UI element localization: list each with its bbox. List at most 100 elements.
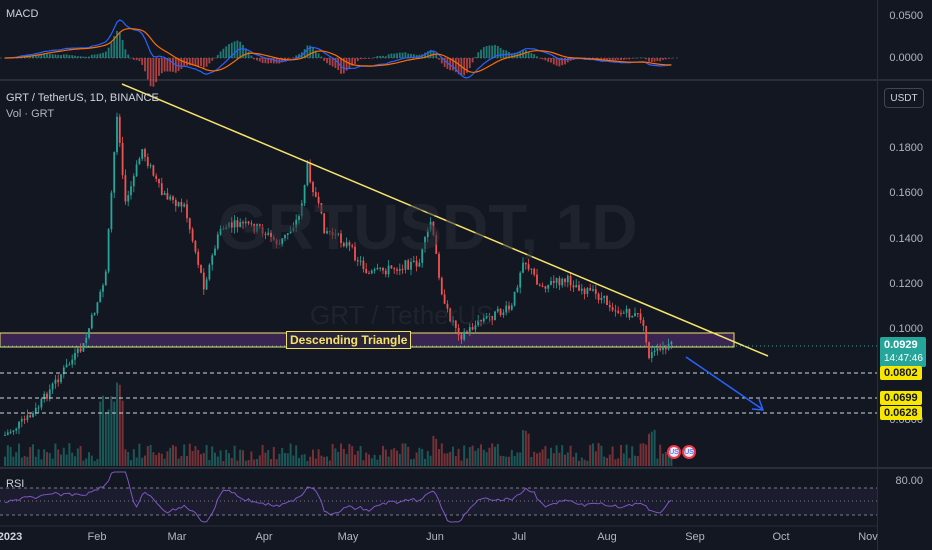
current-price-badge[interactable]: 0.0929 14:47:46 [880,337,926,367]
candle [645,325,648,348]
macd-title[interactable]: MACD [6,8,39,20]
volume-bar [603,456,606,466]
candle [200,264,202,274]
macd-bar [326,58,328,64]
symbol-title[interactable]: GRT / TetherUS, 1D, BINANCE [6,92,159,104]
macd-bar [68,55,71,58]
candle [600,292,603,304]
candle [653,346,656,357]
macd-bar [480,49,482,58]
candle [552,275,555,289]
volume-bar [295,445,298,466]
volume-bar [558,452,561,466]
candle [611,302,614,312]
volume-bar [438,449,440,466]
macd-bar [244,48,247,58]
macd-bar [188,58,191,66]
volume-bar [589,445,592,466]
candle [617,306,620,315]
candle [317,192,320,209]
macd-bar [527,51,530,58]
candle [494,310,496,321]
macd-bar [541,58,544,60]
volume-bar [174,446,177,466]
rsi-title[interactable]: RSI [6,478,25,490]
volume-bar [446,453,449,466]
candle [382,267,384,275]
volume-bar [40,459,43,466]
macd-bar [603,58,606,60]
candle [636,313,639,318]
candle [477,315,480,328]
candle [208,263,211,281]
macd-bar [628,58,631,60]
macd-bar [200,58,202,67]
volume-bar [382,445,384,466]
macd-bar [407,53,410,58]
currency-button[interactable]: USDT [884,88,924,108]
candle [670,340,673,350]
candle [284,234,286,242]
macd-bar [130,57,132,59]
volume-bar [183,444,186,466]
candle [261,223,264,237]
volume-bar [132,449,135,466]
volume-bar [272,446,275,466]
price-axis[interactable]: 0.0500 0.0000 USDT 0.1800 0.1600 0.1400 … [877,0,932,550]
projection-arrow[interactable] [685,356,765,411]
volume-bar [264,452,267,466]
volume-bar [452,446,454,466]
macd-bar [79,56,82,58]
volume-bar [345,454,348,466]
candle [356,256,359,267]
candle [177,201,180,208]
macd-bar [463,58,466,76]
time-tick: Jun [426,531,444,543]
candle [51,382,54,394]
volume-bar [398,453,401,466]
target-badge-2[interactable]: 0.0699 [880,391,922,405]
macd-bar [443,58,446,67]
volume-bar [23,455,26,466]
candle [34,402,37,416]
volume-title[interactable]: Vol · GRT [6,108,55,120]
macd-bar [110,42,113,58]
volume-bar [68,443,71,466]
macd-bar [387,54,390,58]
macd-bar [670,58,673,59]
volume-bar [306,460,309,466]
target-badge-1[interactable]: 0.0802 [880,366,922,380]
macd-bar [625,58,628,60]
target-badge-3[interactable]: 0.0628 [880,406,922,420]
volume-bar [606,457,608,466]
candle [242,220,244,229]
candle [342,241,345,248]
resistance-line[interactable] [121,83,769,357]
macd-bar [667,58,670,59]
volume-bar [113,401,116,466]
macd-bar [158,58,160,76]
volume-bar [505,456,508,466]
candle [642,317,645,332]
volume-bar [326,456,328,466]
macd-bar [289,58,292,59]
macd-bar [614,58,617,61]
pattern-label[interactable]: Descending Triangle [286,331,412,349]
us-flag-icon[interactable]: US [667,445,681,459]
candle [102,283,104,298]
us-flag-icon[interactable]: US [682,445,696,459]
candle [298,213,300,225]
volume-bar [166,451,169,466]
macd-bar [208,58,211,64]
volume-bar [197,450,200,466]
macd-bar [60,55,62,58]
candle [502,309,505,318]
candle [362,256,365,273]
candle [594,284,597,300]
volume-bar [320,455,323,466]
macd-bar [454,58,457,73]
volume-bar [396,450,398,466]
candle [564,278,566,287]
volume-bar [180,456,183,466]
